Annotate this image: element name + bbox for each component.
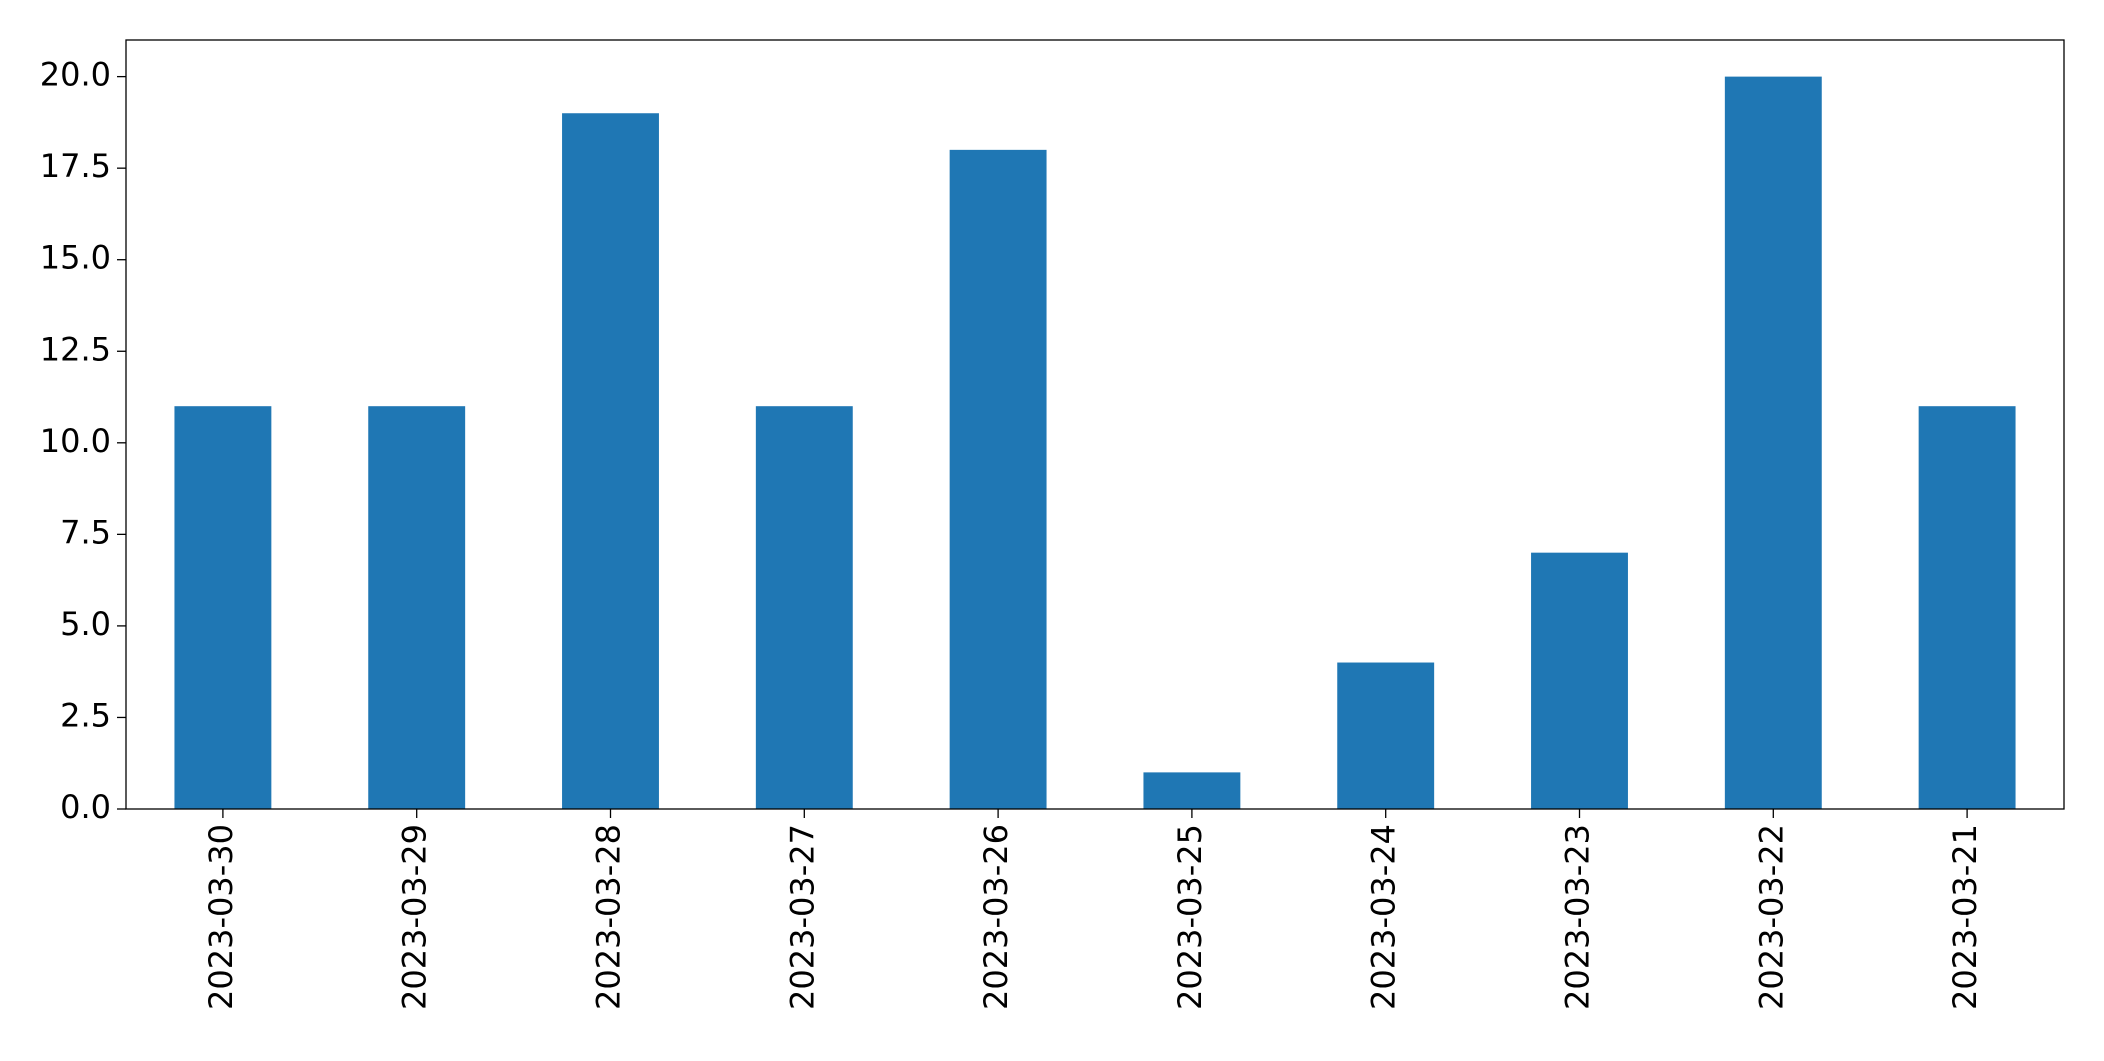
x-tick-label: 2023-03-22	[1752, 824, 1790, 1010]
x-tick-label: 2023-03-30	[202, 824, 240, 1010]
bar	[562, 113, 659, 809]
y-tick-label: 5.0	[60, 605, 111, 643]
bar	[174, 406, 272, 809]
bar	[1531, 552, 1628, 809]
x-tick-label: 2023-03-29	[396, 824, 434, 1010]
x-tick-label: 2023-03-21	[1946, 824, 1984, 1010]
y-tick-label: 10.0	[40, 422, 111, 460]
bar	[1337, 662, 1435, 809]
bar	[1918, 406, 2016, 809]
x-tick-label: 2023-03-26	[977, 824, 1015, 1010]
bar	[949, 149, 1047, 809]
y-tick-label: 17.5	[40, 147, 111, 185]
bar	[1143, 772, 1241, 809]
x-tick-label: 2023-03-27	[783, 824, 821, 1010]
x-tick-label: 2023-03-25	[1171, 824, 1209, 1010]
bar	[755, 406, 853, 809]
plot-frame	[125, 39, 2065, 810]
bar	[368, 406, 466, 809]
y-tick-label: 0.0	[60, 788, 111, 826]
y-tick-label: 20.0	[40, 56, 111, 94]
y-tick-label: 15.0	[40, 239, 111, 277]
y-tick-label: 2.5	[60, 696, 111, 734]
bar	[1724, 76, 1822, 810]
x-tick-label: 2023-03-28	[590, 824, 628, 1010]
x-tick-label: 2023-03-23	[1559, 824, 1597, 1010]
y-tick-label: 7.5	[60, 513, 111, 551]
y-tick-label: 12.5	[40, 330, 111, 368]
x-tick-label: 2023-03-24	[1365, 824, 1403, 1010]
